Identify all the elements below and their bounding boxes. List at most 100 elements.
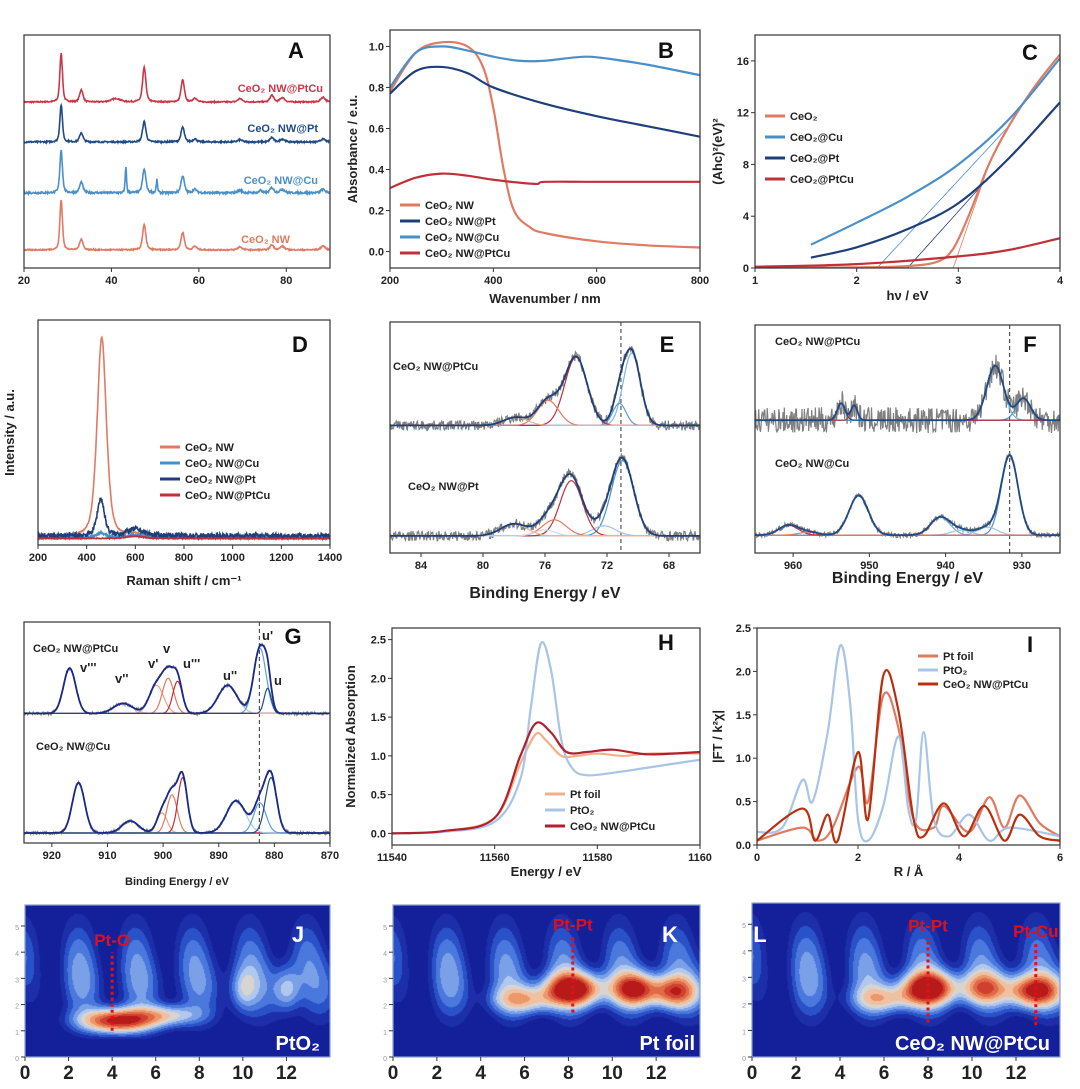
panel-letter: H <box>658 630 674 655</box>
x-tick-label: 72 <box>601 560 613 572</box>
y-tick-label: 1.0 <box>736 753 751 765</box>
y-tick-label: 0.8 <box>369 82 384 94</box>
x-tick-label: 910 <box>98 850 116 862</box>
fit-envelope-line <box>390 456 700 537</box>
plot-area <box>390 40 700 249</box>
marker-label: Pt-Cu <box>1013 922 1058 941</box>
y-axis-label: |FT / k²χ| <box>710 710 725 763</box>
sample-label: PtO₂ <box>276 1033 320 1055</box>
plot-frame <box>392 904 701 1058</box>
fit-envelope-line <box>755 454 1060 537</box>
series-line <box>757 691 1060 842</box>
plot-area <box>752 903 1060 1057</box>
y-tick-label: 16 <box>737 56 749 68</box>
legend-label: CeO₂@Cu <box>790 132 843 144</box>
legend-label: Pt foil <box>943 651 974 663</box>
x-tick-label: 8 <box>194 1063 205 1084</box>
legend-label: CeO₂ NW@PtCu <box>185 490 270 502</box>
series-line <box>392 641 700 835</box>
legend-label: CeO₂ NW@PtCu <box>943 679 1028 691</box>
series-line <box>24 149 330 197</box>
y-tick-label: 2.5 <box>736 623 751 635</box>
legend-label: CeO₂ NW@Pt <box>425 216 496 228</box>
y-tick-label: 3 <box>742 976 746 983</box>
x-tick-label: 1400 <box>318 552 342 564</box>
y-axis-label: (Ahc)²(eV)² <box>710 118 725 185</box>
y-tick-label: 4 <box>743 211 750 223</box>
x-tick-label: 950 <box>860 560 878 572</box>
x-tick-label: 600 <box>126 552 144 564</box>
y-axis-label: Normalized Absorption <box>343 665 358 808</box>
curve-label: CeO₂ NW@Pt <box>408 481 479 493</box>
panel-letter: E <box>660 332 675 357</box>
x-axis-label: Binding Energy / eV <box>469 585 620 602</box>
x-tick-label: 76 <box>539 560 551 572</box>
series-line <box>810 57 1060 246</box>
fit-envelope-line <box>390 347 700 427</box>
x-tick-label: 960 <box>784 560 802 572</box>
series-line <box>24 102 330 146</box>
x-tick-label: 4 <box>835 1063 846 1084</box>
panel-letter: L <box>753 922 766 947</box>
x-tick-label: 80 <box>280 275 292 287</box>
legend-label: CeO₂ NW@PtCu <box>425 248 510 260</box>
series-line <box>757 668 1060 844</box>
plot-area <box>390 322 700 553</box>
x-tick-label: 800 <box>691 275 709 287</box>
fit-component-line <box>24 776 330 834</box>
x-tick-label: 1200 <box>269 552 293 564</box>
x-axis-label: R / Å <box>894 864 924 879</box>
y-tick-label: 1.5 <box>736 710 751 722</box>
x-tick-label: 1000 <box>220 552 244 564</box>
y-tick-label: 0.0 <box>371 828 386 840</box>
plot-area <box>24 622 330 843</box>
x-tick-label: 0 <box>754 852 760 864</box>
x-tick-label: 12 <box>276 1063 297 1084</box>
x-tick-label: 11580 <box>582 852 612 864</box>
raw-data-line <box>390 452 700 543</box>
legend-label: CeO₂ NW@Pt <box>185 474 256 486</box>
marker-label: Pt-Pt <box>908 917 948 936</box>
y-tick-label: 0.5 <box>736 797 751 809</box>
x-tick-label: 2 <box>854 275 860 287</box>
plot-frame <box>23 621 331 844</box>
peak-label: v'' <box>115 671 128 686</box>
x-tick-label: 4 <box>107 1063 118 1084</box>
tangent-fit-line <box>876 125 1010 268</box>
x-tick-label: 20 <box>18 275 30 287</box>
legend-label: CeO₂ NW@Cu <box>185 458 259 470</box>
fit-component-line <box>24 677 330 714</box>
series-line <box>755 237 1060 268</box>
panel-letter: G <box>284 624 301 649</box>
y-tick-label: 4 <box>742 950 746 957</box>
wavelet-heatmap <box>25 905 330 1057</box>
marker-label: Pt-O <box>94 931 130 950</box>
legend-label: CeO₂@PtCu <box>790 174 854 186</box>
y-tick-label: 3 <box>15 977 19 984</box>
curve-label: CeO₂ NW@PtCu <box>393 361 478 373</box>
curve-label: CeO₂ NW@Cu <box>244 175 318 187</box>
plot-frame <box>391 627 701 846</box>
x-tick-label: 8 <box>923 1063 934 1084</box>
x-tick-label: 930 <box>1013 560 1031 572</box>
panel-g: 920 910 900 890 880 870 Binding Energy / eV G Ce… <box>23 621 339 888</box>
y-tick-label: 0.6 <box>369 123 384 135</box>
y-tick-label: 2.0 <box>736 666 751 678</box>
fit-component-line <box>24 684 330 714</box>
y-tick-label: 4 <box>15 951 19 958</box>
x-tick-label: 0 <box>747 1063 758 1084</box>
x-tick-label: 400 <box>77 552 95 564</box>
plot-frame <box>37 319 331 546</box>
curve-label: CeO₂ NW@PtCu <box>775 336 860 348</box>
plot-area <box>392 641 700 835</box>
series-line <box>390 45 700 89</box>
y-tick-label: 1.0 <box>371 751 386 763</box>
fit-component-line <box>24 684 330 714</box>
wavelet-heatmap <box>752 903 1060 1057</box>
sample-label: CeO₂ NW@PtCu <box>895 1033 1050 1055</box>
x-tick-label: 68 <box>663 560 675 572</box>
curve-label: CeO₂ NW@Pt <box>247 123 318 135</box>
